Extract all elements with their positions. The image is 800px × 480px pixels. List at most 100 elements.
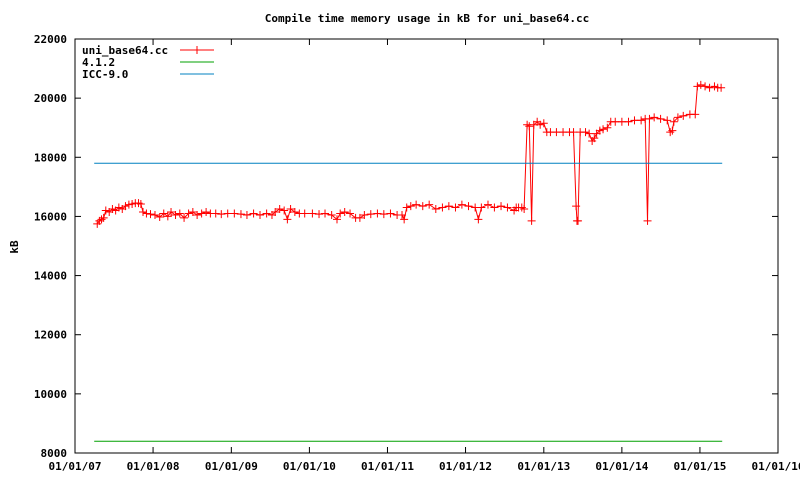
data-point <box>163 212 172 221</box>
data-point <box>599 125 608 134</box>
data-point <box>527 216 536 225</box>
data-point <box>431 205 440 214</box>
data-point <box>146 210 155 219</box>
legend-marker <box>193 46 201 54</box>
data-point <box>336 209 345 218</box>
data-point <box>444 202 453 211</box>
legend-label: 4.1.2 <box>82 56 115 69</box>
data-point <box>679 111 688 120</box>
data-point <box>673 113 682 122</box>
data-point <box>121 202 130 211</box>
data-point <box>574 216 583 225</box>
data-point <box>668 126 677 135</box>
data-point <box>425 200 434 209</box>
data-point <box>705 83 714 92</box>
data-point <box>275 205 284 214</box>
series-0 <box>93 80 726 228</box>
data-point <box>142 209 151 218</box>
data-point <box>290 207 299 216</box>
y-axis: 8000 10000 12000 14000 16000 18000 20000 22000 <box>34 33 778 460</box>
data-point <box>340 207 349 216</box>
data-point <box>114 203 123 212</box>
x-tick-label: 01/01/12 <box>439 460 492 473</box>
data-point <box>412 200 421 209</box>
x-tick-label: 01/01/08 <box>127 460 180 473</box>
data-point <box>101 206 110 215</box>
data-point <box>171 210 180 219</box>
data-point <box>175 209 184 218</box>
data-point <box>327 210 336 219</box>
data-point <box>280 206 289 215</box>
x-tick-label: 01/01/14 <box>595 460 648 473</box>
data-point <box>400 215 409 224</box>
data-point <box>308 209 317 218</box>
legend-label: uni_base64.cc <box>82 44 168 57</box>
data-point <box>379 210 388 219</box>
data-point <box>643 216 652 225</box>
data-point <box>585 129 594 138</box>
data-point <box>155 213 164 222</box>
x-axis: 01/01/07 01/01/08 01/01/09 01/01/10 01/01/11… <box>49 39 800 473</box>
data-point <box>217 210 226 219</box>
chart-title: Compile time memory usage in kB for uni_… <box>265 12 590 25</box>
series-layer <box>93 80 726 442</box>
data-point <box>360 210 369 219</box>
data-point <box>477 203 486 212</box>
y-tick-label: 22000 <box>34 33 67 46</box>
data-point <box>663 116 672 125</box>
y-tick-label: 20000 <box>34 92 67 105</box>
data-point <box>283 215 292 224</box>
data-point <box>669 117 678 126</box>
data-point <box>366 210 375 219</box>
data-point <box>256 210 264 219</box>
data-point <box>438 203 447 212</box>
data-point <box>490 203 499 212</box>
data-point <box>603 123 612 132</box>
data-point <box>300 209 309 218</box>
data-point <box>525 122 534 131</box>
data-point <box>197 209 206 218</box>
data-point <box>624 117 633 126</box>
data-point <box>184 209 193 218</box>
data-point <box>159 209 168 218</box>
data-point <box>139 207 148 216</box>
data-point <box>332 215 341 224</box>
y-axis-label: kB <box>8 240 21 254</box>
data-point <box>406 202 415 211</box>
data-point <box>717 83 726 92</box>
x-tick-label: 01/01/09 <box>205 460 258 473</box>
data-point <box>656 114 665 123</box>
data-point <box>236 210 245 219</box>
data-point <box>128 200 137 209</box>
data-point <box>536 120 545 129</box>
x-tick-label: 01/01/16 <box>752 460 800 473</box>
series-line <box>96 84 722 225</box>
y-tick-label: 18000 <box>34 151 67 164</box>
data-point <box>355 213 364 222</box>
data-point <box>211 209 220 218</box>
data-point <box>193 210 202 219</box>
data-point <box>321 209 330 218</box>
data-point <box>666 128 675 137</box>
data-point <box>249 209 258 218</box>
data-point <box>402 203 411 212</box>
data-point <box>497 202 506 211</box>
x-tick-label: 01/01/10 <box>283 460 336 473</box>
data-point <box>150 210 159 219</box>
y-tick-label: 14000 <box>34 270 67 283</box>
data-point <box>520 205 529 214</box>
data-point <box>202 207 211 216</box>
data-point <box>451 203 460 212</box>
data-point <box>539 119 548 128</box>
data-point <box>242 210 251 219</box>
data-point <box>108 205 117 214</box>
data-point <box>637 116 646 125</box>
data-point <box>572 202 581 211</box>
data-point <box>99 213 108 222</box>
data-point <box>315 210 324 219</box>
data-point <box>483 200 492 209</box>
data-point <box>590 134 599 143</box>
y-tick-label: 10000 <box>34 388 67 401</box>
